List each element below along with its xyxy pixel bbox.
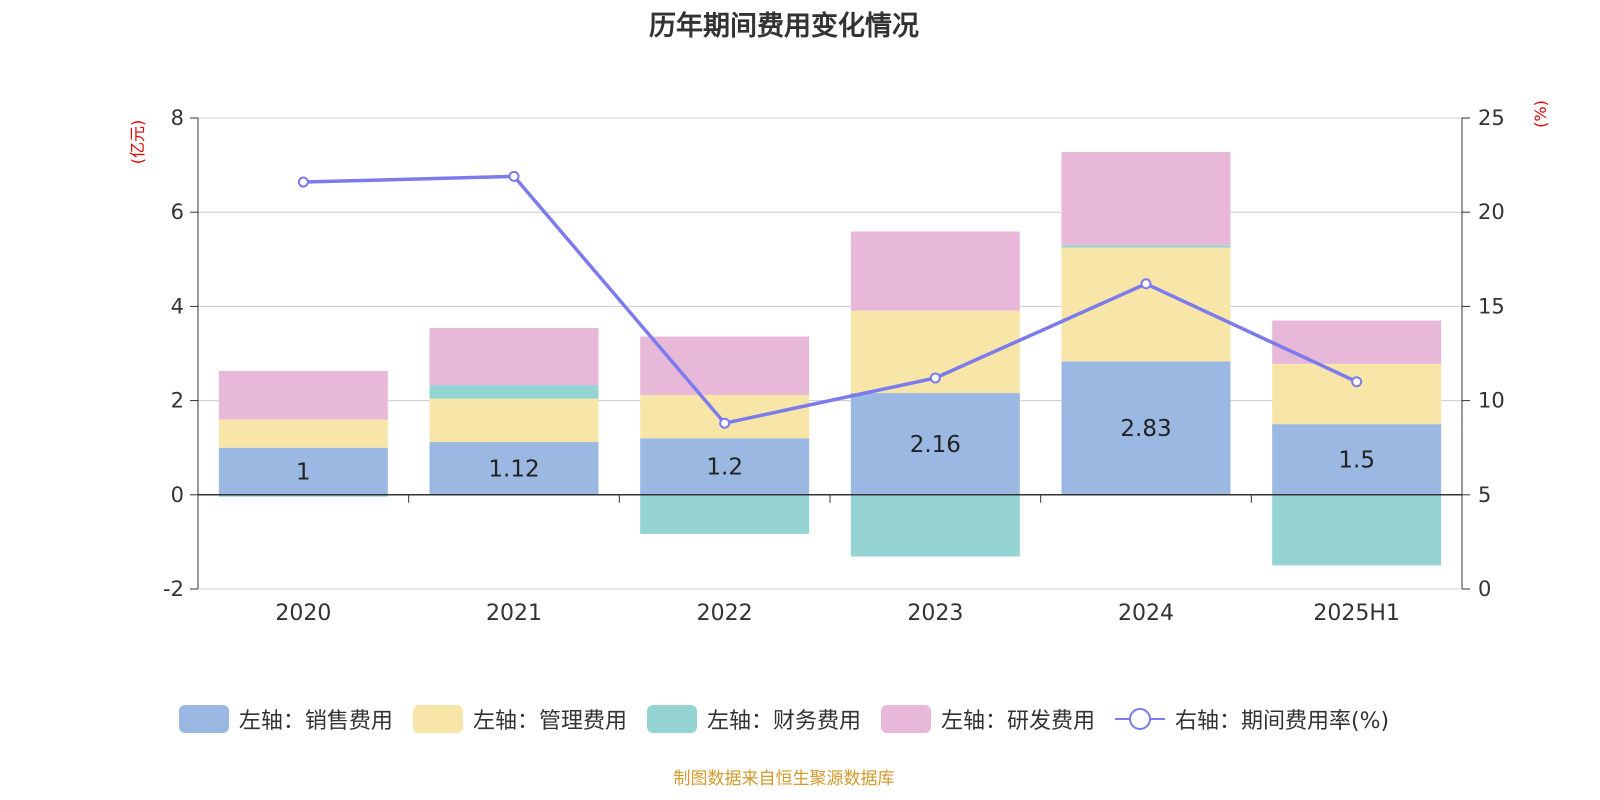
left-tick-label: 6	[171, 200, 184, 224]
right-tick-label: 0	[1478, 577, 1491, 601]
legend-label: 左轴：财务费用	[706, 709, 861, 734]
rate-point	[929, 372, 941, 384]
legend-item-rd[interactable]: 左轴：研发费用	[880, 703, 1095, 735]
sales-data-label: 2.16	[910, 432, 961, 458]
bar-sales	[218, 447, 388, 495]
bar-sales	[1272, 424, 1442, 495]
left-tick-label: 8	[171, 106, 184, 130]
category-label: 2020	[275, 601, 331, 626]
bar-finance	[1061, 245, 1231, 248]
bar-rd	[218, 370, 388, 420]
legend-label: 左轴：研发费用	[940, 709, 1095, 734]
rate-point	[508, 170, 520, 182]
legend-swatch-admin	[412, 705, 463, 733]
rate-point	[719, 417, 731, 429]
bar-rd	[1061, 151, 1231, 246]
rate-point	[1140, 278, 1152, 290]
bar-finance	[1272, 494, 1442, 566]
bar-sales	[850, 393, 1020, 495]
legend-label: 右轴：期间费用率(%)	[1174, 709, 1390, 734]
left-tick-label: 2	[171, 389, 184, 413]
bar-rd	[850, 231, 1020, 311]
sales-data-label: 2.83	[1120, 416, 1171, 442]
bar-rd	[429, 328, 599, 386]
axis-layer: -2 0 2 4 6 8 0 5 10 15 20 25 (亿元) (%) 2020 2021 2022 2023…	[128, 100, 1550, 626]
legend-item-admin[interactable]: 左轴：管理费用	[412, 703, 627, 735]
category-label: 2021	[486, 601, 542, 626]
legend-item-rate[interactable]: 右轴：期间费用率(%)	[1114, 703, 1390, 735]
legend-swatch-rd	[880, 705, 931, 733]
legend: 左轴：销售费用 左轴：管理费用 左轴：财务费用 左轴：研发费用 右轴：期间费用率(%)	[0, 703, 1568, 735]
rate-point	[1351, 376, 1363, 388]
bar-finance	[850, 494, 1020, 557]
bar-rd	[640, 336, 810, 395]
sales-data-label: 1.12	[488, 456, 539, 482]
bar-admin	[218, 419, 388, 448]
legend-item-sales[interactable]: 左轴：销售费用	[178, 703, 393, 735]
right-tick-label: 25	[1478, 106, 1505, 130]
rate-line-layer	[297, 170, 1363, 429]
bar-sales	[429, 442, 599, 495]
bar-sales	[1061, 361, 1231, 495]
rate-line	[303, 174, 1358, 425]
category-label: 2023	[907, 601, 963, 626]
rate-point	[297, 176, 309, 188]
category-label: 2022	[697, 601, 753, 626]
right-tick-label: 20	[1478, 200, 1505, 224]
data-label-layer: 1 1.12 1.2 2.16 2.83 1.5	[296, 416, 1375, 485]
left-axis-label: (亿元)	[128, 120, 147, 165]
category-label: 2025H1	[1313, 601, 1400, 626]
source-note: 制图数据来自恒生聚源数据库	[673, 769, 895, 789]
right-tick-label: 5	[1478, 483, 1491, 507]
bar-admin	[1272, 363, 1442, 425]
bar-finance	[640, 494, 810, 534]
bar-admin	[640, 394, 810, 439]
sales-data-label: 1.5	[1338, 447, 1375, 473]
legend-item-finance[interactable]: 左轴：财务费用	[646, 703, 861, 735]
category-label: 2024	[1118, 601, 1174, 626]
chart-title: 历年期间费用变化情况	[649, 11, 919, 42]
bar-sales	[640, 438, 810, 495]
sales-data-label: 1	[296, 459, 311, 485]
bar-layer	[218, 151, 1442, 566]
right-axis-label: (%)	[1531, 100, 1550, 128]
bar-finance	[429, 385, 599, 399]
bar-admin	[429, 398, 599, 443]
bar-admin	[1061, 247, 1231, 362]
right-tick-label: 15	[1478, 294, 1505, 318]
left-tick-label: 4	[171, 294, 184, 318]
legend-label: 左轴：销售费用	[238, 709, 393, 734]
bar-finance	[218, 494, 388, 497]
legend-swatch-finance	[646, 705, 697, 733]
legend-swatch-rate	[1114, 705, 1165, 733]
bar-rd	[1272, 320, 1442, 364]
legend-label: 左轴：管理费用	[472, 709, 627, 734]
left-tick-label: -2	[163, 577, 184, 601]
right-tick-label: 10	[1478, 389, 1505, 413]
left-tick-label: 0	[171, 483, 184, 507]
legend-swatch-sales	[178, 705, 229, 733]
chart: -2 0 2 4 6 8 0 5 10 15 20 25 (亿元) (%) 2020 2021 2022 2023…	[128, 100, 1550, 626]
sales-data-label: 1.2	[706, 455, 743, 481]
